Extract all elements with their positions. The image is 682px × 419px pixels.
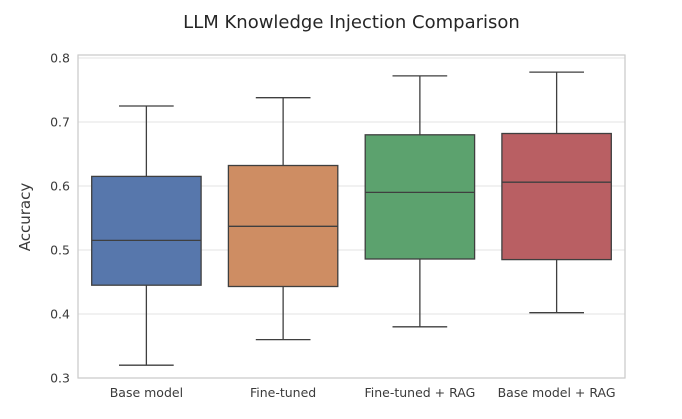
x-tick-label-base-model-rag: Base model + RAG [498,385,616,400]
y-tick-label: 0.7 [50,114,70,129]
box-group-base-model [91,105,202,366]
iqr-box [364,134,476,260]
box-group-fine-tuned [227,97,339,341]
y-tick-label: 0.6 [50,178,70,193]
plot-frame [77,54,626,379]
box-group-base-model-rag [501,71,612,314]
x-tick-label-base-model: Base model [110,385,183,400]
x-tick-label-fine-tuned: Fine-tuned [250,385,316,400]
box-group-fine-tuned-rag [364,75,476,328]
iqr-box [91,175,202,286]
iqr-box [501,132,612,261]
y-tick-label: 0.5 [50,242,70,257]
x-tick-label-fine-tuned-rag: Fine-tuned + RAG [364,385,475,400]
y-tick-label: 0.8 [50,50,70,65]
y-tick-label: 0.3 [50,370,70,385]
chart-title: LLM Knowledge Injection Comparison [183,12,520,33]
y-tick-label: 0.4 [50,306,70,321]
